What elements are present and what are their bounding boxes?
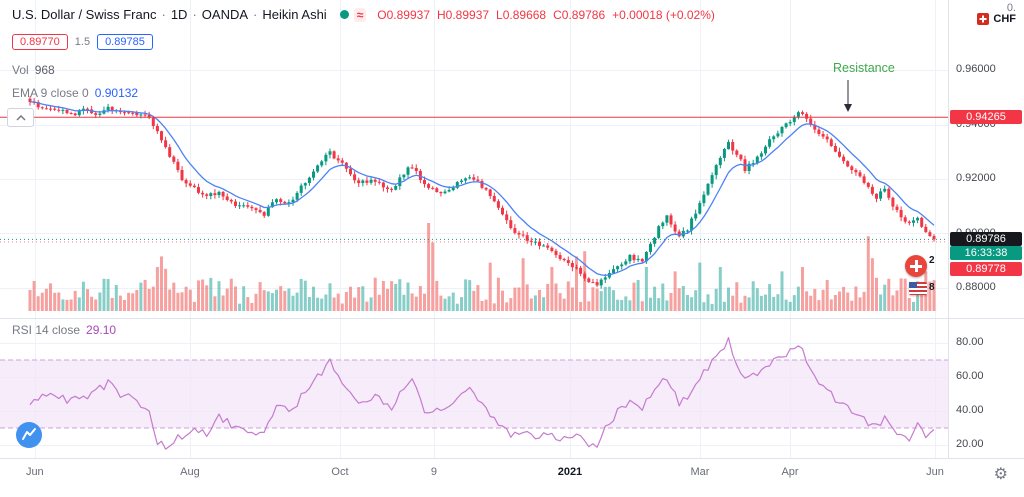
rsi-value: 29.10 xyxy=(86,323,117,337)
time-axis-label: 9 xyxy=(430,466,438,478)
high-value: H0.89937 xyxy=(437,7,490,22)
order-widget: 0.89770 1.5 0.89785 xyxy=(12,34,153,50)
time-axis-label: Jun xyxy=(25,466,44,478)
order-price-label[interactable]: 0.89778 xyxy=(950,262,1022,276)
interval-label: 1D xyxy=(170,7,188,22)
rsi-label: RSI 14 close xyxy=(12,323,81,337)
time-axis-label: Oct xyxy=(331,466,349,478)
sell-price-button[interactable]: 0.89770 xyxy=(12,34,68,50)
change-value: +0.00018 (+0.02%) xyxy=(612,7,715,22)
time-axis-label: Aug xyxy=(180,466,200,478)
time-axis-label: Apr xyxy=(781,466,799,478)
chevron-up-icon xyxy=(15,114,26,121)
time-axis-label: 2021 xyxy=(557,466,583,478)
order-quantity[interactable]: 1.5 xyxy=(74,36,91,48)
volume-value: 968 xyxy=(34,63,55,77)
settings-gear-icon[interactable]: ⚙ xyxy=(993,466,1008,483)
zigzag-chart-icon xyxy=(22,428,36,440)
close-value: C0.89786 xyxy=(553,7,606,22)
us-flag-icon xyxy=(909,282,927,295)
current-price-label[interactable]: 0.89786 xyxy=(950,232,1022,246)
ema-legend[interactable]: EMA 9 close 0 0.90132 xyxy=(12,86,138,100)
symbol-title: U.S. Dollar / Swiss Franc xyxy=(12,7,157,22)
currency-code: CHF xyxy=(993,13,1016,25)
price-axis-label: 0.96000 xyxy=(956,63,996,75)
rsi-axis-label: 20.00 xyxy=(956,438,984,450)
bar-countdown-label: 16:33:38 xyxy=(950,246,1022,260)
ema-value: 0.90132 xyxy=(94,86,139,100)
price-axis-label: 0.88000 xyxy=(956,281,996,293)
time-axis-label: Jun xyxy=(926,466,944,478)
time-axis[interactable]: ⚙ Jun Aug Oct 9 2021 Mar Apr Jun xyxy=(0,458,1024,497)
idea-badge-swiss[interactable]: 2 xyxy=(905,255,935,277)
price-axis[interactable]: 0.94265 0.89786 16:33:38 0.89778 0.96000… xyxy=(948,0,1024,497)
idea-count: 2 xyxy=(929,255,935,266)
buy-price-button[interactable]: 0.89785 xyxy=(97,34,153,50)
currency-badge[interactable]: CHF xyxy=(977,13,1016,25)
separator: · xyxy=(253,7,258,22)
rsi-legend[interactable]: RSI 14 close 29.10 xyxy=(12,323,116,337)
rsi-axis-label: 60.00 xyxy=(956,370,984,382)
ema-label: EMA 9 close 0 xyxy=(12,86,89,100)
swiss-flag-icon xyxy=(977,13,990,25)
price-axis-label: 0.92000 xyxy=(956,172,996,184)
rsi-axis-label: 40.00 xyxy=(956,404,984,416)
separator: · xyxy=(161,7,166,22)
separator: · xyxy=(192,7,197,22)
wave-icon[interactable]: ≈ xyxy=(353,7,367,22)
volume-legend[interactable]: Vol 968 xyxy=(12,63,55,77)
low-value: L0.89668 xyxy=(496,7,547,22)
collapse-pane-button[interactable] xyxy=(7,108,34,127)
chart-type-label: Heikin Ashi xyxy=(262,7,327,22)
time-axis-label: Mar xyxy=(690,466,710,478)
volume-label: Vol xyxy=(12,63,29,77)
chart-logo-button[interactable] xyxy=(16,422,42,448)
ideas-cluster[interactable]: 2 8 xyxy=(905,255,935,295)
symbol-legend[interactable]: U.S. Dollar / Swiss Franc · 1D · OANDA ·… xyxy=(12,7,715,22)
idea-count: 8 xyxy=(929,282,935,293)
indicator-dot-icon[interactable] xyxy=(339,10,349,19)
idea-badge-flags[interactable]: 8 xyxy=(909,282,935,295)
open-value: O0.89937 xyxy=(377,7,430,22)
resistance-price-label[interactable]: 0.94265 xyxy=(950,110,1022,124)
rsi-axis-label: 80.00 xyxy=(956,336,984,348)
ohlc-values: O0.89937 H0.89937 L0.89668 C0.89786 +0.0… xyxy=(377,8,715,22)
resistance-annotation[interactable]: Resistance xyxy=(833,61,895,75)
exchange-label: OANDA xyxy=(201,7,249,22)
clipped-price-text: 0. xyxy=(1006,2,1016,14)
swiss-flag-icon xyxy=(905,255,927,277)
